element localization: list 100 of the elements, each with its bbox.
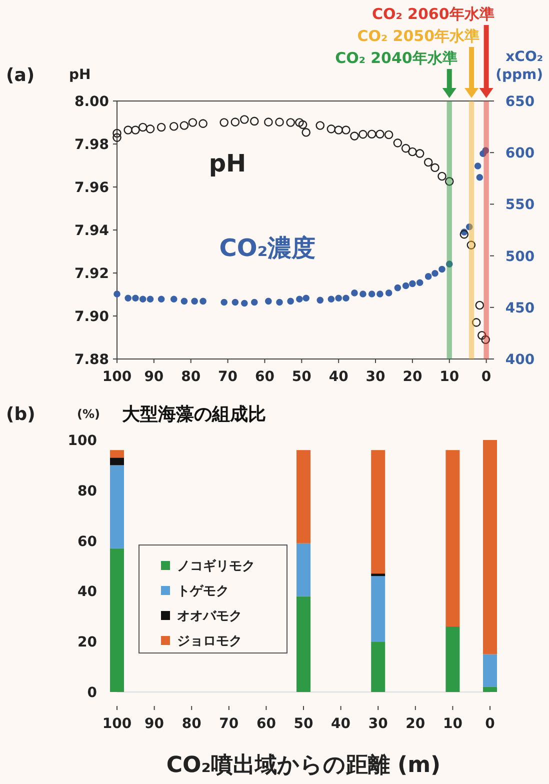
y-tick-label: 20 [78, 634, 98, 651]
point [298, 120, 308, 130]
y-tick-label: 80 [78, 483, 98, 500]
y2-axis-title: xCO₂ (ppm) [496, 49, 543, 83]
bar [110, 548, 124, 692]
x-tick-label: 40 [328, 369, 349, 385]
point [376, 130, 384, 139]
point [112, 133, 122, 142]
x-tick-label: 50 [292, 369, 312, 385]
x-tick-label: 10 [440, 369, 460, 385]
y2-tick-label: 400 [505, 352, 535, 368]
point [408, 147, 417, 156]
point [376, 290, 384, 298]
point [169, 122, 178, 131]
point [393, 138, 402, 148]
point [250, 116, 259, 126]
point [367, 130, 376, 139]
bar [371, 642, 386, 692]
point [466, 240, 476, 250]
point [132, 294, 139, 302]
point [432, 270, 438, 277]
x-tick-label: 90 [144, 716, 164, 732]
point [430, 163, 440, 172]
y2-tick-label: 450 [505, 300, 535, 316]
point [241, 300, 248, 307]
point [302, 128, 310, 137]
x-tick-label: 10 [442, 716, 463, 732]
bar [483, 440, 497, 654]
point [358, 130, 368, 139]
point [158, 296, 165, 303]
x-tick-label: 60 [254, 369, 275, 385]
point [342, 294, 350, 302]
point [264, 118, 273, 126]
point [475, 300, 484, 310]
point [326, 124, 336, 134]
bar [296, 450, 310, 544]
x-tick-label: 40 [331, 716, 351, 732]
point [444, 177, 454, 186]
bar [446, 450, 460, 626]
legend-label: ノコギリモク [177, 559, 255, 574]
point [481, 335, 490, 344]
point [335, 294, 342, 302]
y-tick-label: 7.90 [74, 309, 110, 325]
point [334, 126, 343, 134]
y-tick-label: 7.88 [74, 352, 109, 368]
point [477, 330, 486, 340]
y-tick-label: 0 [87, 685, 98, 701]
point [466, 224, 473, 230]
point [328, 296, 335, 303]
point [368, 290, 376, 298]
point [316, 121, 325, 130]
bar [296, 543, 310, 596]
legend-label: ジョロモク [177, 634, 242, 649]
y-tick-label: 7.94 [74, 223, 110, 239]
y2-tick-label: 500 [505, 248, 535, 265]
point [220, 118, 228, 127]
point [316, 296, 324, 304]
x-tick-label: 70 [218, 369, 238, 385]
point [409, 280, 416, 288]
point [474, 162, 482, 170]
point [286, 118, 295, 127]
x-tick-label: 20 [406, 716, 426, 732]
point [265, 298, 272, 305]
point [482, 147, 489, 154]
point [230, 118, 240, 126]
y2-tick-label: 600 [505, 146, 535, 162]
point [240, 115, 249, 124]
point [146, 296, 154, 303]
bar [110, 458, 124, 466]
point [124, 126, 132, 134]
bar [110, 465, 124, 548]
chart-title: 大型海藻の組成比 [121, 404, 266, 425]
bar [371, 576, 386, 642]
point [424, 158, 433, 167]
point [360, 290, 366, 298]
point [220, 298, 228, 306]
point [188, 118, 198, 127]
x-tick-label: 60 [256, 716, 276, 732]
point [198, 119, 208, 128]
x-tick-label: 50 [294, 716, 314, 732]
x-tick-label: 30 [368, 716, 388, 732]
point [476, 174, 484, 181]
y-tick-label: 100 [68, 433, 98, 449]
y-tick-label: 60 [78, 534, 98, 550]
point [402, 282, 410, 290]
y2-tick-label: 650 [505, 94, 535, 110]
point [180, 121, 189, 130]
point [156, 122, 166, 132]
y-tick-label: 40 [78, 584, 98, 600]
y-axis-title: (%) [77, 407, 100, 421]
point [112, 128, 122, 138]
point [287, 298, 294, 305]
x-tick-label: 80 [182, 716, 202, 732]
point [342, 126, 350, 134]
point [275, 118, 284, 126]
legend-label: オオバモク [177, 609, 242, 624]
point [438, 266, 446, 273]
bar [296, 596, 310, 692]
x-tick-label: 20 [402, 369, 422, 385]
bar [110, 450, 124, 458]
